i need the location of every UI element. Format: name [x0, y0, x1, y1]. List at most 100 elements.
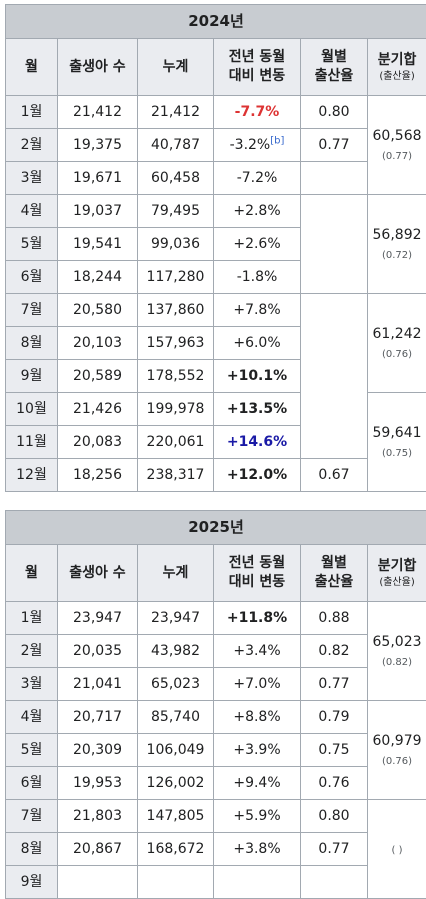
- cumulative-cell: 60,458: [138, 162, 214, 195]
- births-cell: 21,426: [58, 393, 138, 426]
- quarter-cell: 65,023(0.82): [368, 602, 426, 701]
- births-cell: 21,041: [58, 668, 138, 701]
- month-cell: 5월: [6, 734, 58, 767]
- rate-cell: 0.75: [301, 734, 368, 767]
- cumulative-cell: 126,002: [138, 767, 214, 800]
- cumulative-cell: 117,280: [138, 261, 214, 294]
- rate-cell: 0.80: [301, 96, 368, 129]
- births-cell: 20,580: [58, 294, 138, 327]
- header-cumulative: 누계: [138, 39, 214, 96]
- births-cell: 21,412: [58, 96, 138, 129]
- month-cell: 12월: [6, 459, 58, 492]
- births-cell: 20,103: [58, 327, 138, 360]
- quarter-cell: 59,641(0.75): [368, 393, 426, 492]
- births-cell: 20,589: [58, 360, 138, 393]
- cumulative-cell: 147,805: [138, 800, 214, 833]
- change-cell: -1.8%: [214, 261, 301, 294]
- month-cell: 7월: [6, 294, 58, 327]
- table-row: 3월 21,041 65,023 +7.0% 0.77: [6, 668, 426, 701]
- change-cell: +3.8%: [214, 833, 301, 866]
- month-cell: 2월: [6, 635, 58, 668]
- cumulative-cell: 65,023: [138, 668, 214, 701]
- header-cumulative: 누계: [138, 545, 214, 602]
- cumulative-cell: 137,860: [138, 294, 214, 327]
- month-cell: 9월: [6, 360, 58, 393]
- table-row: 2월 19,375 40,787 -3.2%[b] 0.77: [6, 129, 426, 162]
- month-cell: 4월: [6, 195, 58, 228]
- rate-cell: 0.76: [301, 767, 368, 800]
- month-cell: 6월: [6, 767, 58, 800]
- change-cell: -7.2%: [214, 162, 301, 195]
- cumulative-cell: 238,317: [138, 459, 214, 492]
- table-row: 3월 19,671 60,458 -7.2%: [6, 162, 426, 195]
- change-cell: -3.2%[b]: [214, 129, 301, 162]
- month-cell: 8월: [6, 833, 58, 866]
- rate-cell: 0.88: [301, 602, 368, 635]
- change-cell: +8.8%: [214, 701, 301, 734]
- header-births: 출생아 수: [58, 545, 138, 602]
- month-cell: 2월: [6, 129, 58, 162]
- rate-cell: 0.77: [301, 833, 368, 866]
- rate-cell: 0.79: [301, 701, 368, 734]
- change-cell: +12.0%: [214, 459, 301, 492]
- cumulative-cell: 85,740: [138, 701, 214, 734]
- quarter-cell: 60,568(0.77): [368, 96, 426, 195]
- month-cell: 10월: [6, 393, 58, 426]
- change-cell: +10.1%: [214, 360, 301, 393]
- table-row: 12월 18,256 238,317 +12.0% 0.67: [6, 459, 426, 492]
- births-cell: 20,309: [58, 734, 138, 767]
- footnote-ref-link[interactable]: [b]: [270, 135, 284, 146]
- header-month: 월: [6, 545, 58, 602]
- births-cell: 19,541: [58, 228, 138, 261]
- table-row: 1월 23,947 23,947 +11.8% 0.88 65,023(0.82…: [6, 602, 426, 635]
- month-cell: 6월: [6, 261, 58, 294]
- change-cell: +3.9%: [214, 734, 301, 767]
- table-row: 8월 20,867 168,672 +3.8% 0.77: [6, 833, 426, 866]
- change-cell: +13.5%: [214, 393, 301, 426]
- cumulative-cell: 168,672: [138, 833, 214, 866]
- cumulative-cell: 199,978: [138, 393, 214, 426]
- births-cell: 18,244: [58, 261, 138, 294]
- quarter-cell: 61,242(0.76): [368, 294, 426, 393]
- rate-cell: 0.77: [301, 668, 368, 701]
- cumulative-cell: 43,982: [138, 635, 214, 668]
- table-row: 9월: [6, 866, 426, 899]
- cumulative-cell: 23,947: [138, 602, 214, 635]
- rate-cell: [301, 294, 368, 459]
- month-cell: 4월: [6, 701, 58, 734]
- cumulative-cell: 220,061: [138, 426, 214, 459]
- births-cell: 20,717: [58, 701, 138, 734]
- change-cell: +7.8%: [214, 294, 301, 327]
- table-row: 5월 20,309 106,049 +3.9% 0.75: [6, 734, 426, 767]
- rate-cell: 0.67: [301, 459, 368, 492]
- change-cell: [214, 866, 301, 899]
- births-cell: 20,035: [58, 635, 138, 668]
- table-caption: 2025년: [6, 511, 426, 545]
- births-cell: 20,867: [58, 833, 138, 866]
- change-cell: +2.8%: [214, 195, 301, 228]
- rate-cell: [301, 866, 368, 899]
- cumulative-cell: 99,036: [138, 228, 214, 261]
- rate-cell: [301, 162, 368, 195]
- quarter-cell: 56,892(0.72): [368, 195, 426, 294]
- births-cell: 19,375: [58, 129, 138, 162]
- table-row: 4월 20,717 85,740 +8.8% 0.79 60,979(0.76): [6, 701, 426, 734]
- table-row: 6월 19,953 126,002 +9.4% 0.76: [6, 767, 426, 800]
- rate-cell: 0.80: [301, 800, 368, 833]
- table-caption: 2024년: [6, 5, 426, 39]
- change-cell: +3.4%: [214, 635, 301, 668]
- cumulative-cell: [138, 866, 214, 899]
- cumulative-cell: 106,049: [138, 734, 214, 767]
- month-cell: 8월: [6, 327, 58, 360]
- header-births: 출생아 수: [58, 39, 138, 96]
- change-cell: +14.6%: [214, 426, 301, 459]
- change-cell: -7.7%: [214, 96, 301, 129]
- header-quarter-total: 분기합(출산율): [368, 545, 426, 602]
- rate-cell: [301, 195, 368, 294]
- change-cell: +9.4%: [214, 767, 301, 800]
- births-cell: [58, 866, 138, 899]
